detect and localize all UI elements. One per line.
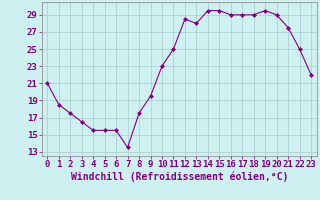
- X-axis label: Windchill (Refroidissement éolien,°C): Windchill (Refroidissement éolien,°C): [70, 172, 288, 182]
